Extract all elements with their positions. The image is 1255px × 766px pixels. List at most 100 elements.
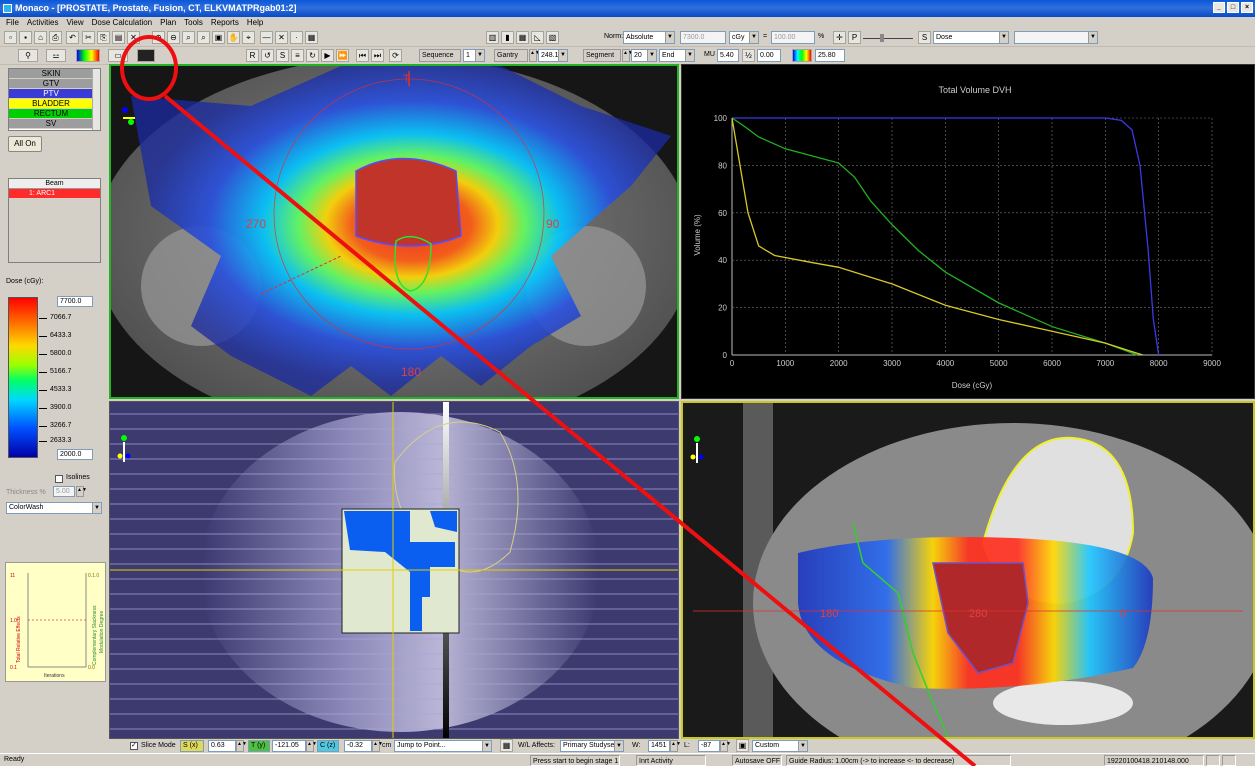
bars-icon[interactable]: ▮ (501, 31, 514, 44)
fit-icon[interactable]: ▣ (212, 31, 225, 44)
thickness-spinner[interactable]: ▲▼ (76, 486, 87, 497)
print-icon[interactable]: ⎙ (49, 31, 62, 44)
pan-icon[interactable]: ✋ (227, 31, 240, 44)
mu-input[interactable]: 5.40 (717, 49, 739, 62)
opacity-slider-thumb[interactable] (880, 34, 884, 42)
level-input[interactable]: -87 (698, 740, 720, 752)
gantry-select[interactable]: 248.1 ▼ (538, 49, 568, 62)
roi-skin[interactable]: SKIN (9, 69, 93, 79)
c-axis-spinner[interactable]: ▲▼ (372, 740, 383, 752)
roi-rectum[interactable]: RECTUM (9, 109, 93, 119)
roi-bladder[interactable]: BLADDER (9, 99, 93, 109)
measure-icon[interactable]: ⌖ (242, 31, 255, 44)
segment-select[interactable]: 20 ▼ (631, 49, 657, 62)
grid-tool-icon[interactable]: ▦ (305, 31, 318, 44)
report-icon[interactable]: ▧ (546, 31, 559, 44)
close-button[interactable]: × (1241, 2, 1253, 13)
roi-scrollbar[interactable] (92, 69, 100, 130)
new-icon[interactable]: ▫ (4, 31, 17, 44)
mu-extra-input[interactable]: 0.00 (757, 49, 781, 62)
mu-tool-icon[interactable]: ½ (742, 49, 755, 62)
menu-tools[interactable]: Tools (184, 18, 203, 27)
p-button[interactable]: P (848, 31, 861, 44)
point-tool-icon[interactable]: · (290, 31, 303, 44)
colorscale-icon[interactable] (792, 49, 812, 62)
beam-icon[interactable]: ▥ (486, 31, 499, 44)
colorwash-icon[interactable] (76, 49, 100, 62)
slice-mode-checkbox[interactable]: ✓ (130, 742, 138, 750)
wl-icon[interactable]: ▦ (500, 739, 513, 752)
all-on-button[interactable]: All On (8, 136, 42, 152)
s-axis-input[interactable]: 0.63 (208, 740, 236, 752)
open-icon[interactable]: ⌂ (34, 31, 47, 44)
bev-icon[interactable]: ▭ (108, 49, 128, 62)
delete-icon[interactable]: ✕ (127, 31, 140, 44)
cross-tool-icon[interactable]: ✕ (275, 31, 288, 44)
wl-affects-select[interactable]: Primary Studyset ▼ (560, 740, 624, 752)
beam-row-arc1[interactable]: 1: ARC1 (9, 189, 100, 198)
preset-icon[interactable]: ▣ (736, 739, 749, 752)
jump-to-point-select[interactable]: Jump to Point... ▼ (394, 740, 492, 752)
roi-gtv[interactable]: GTV (9, 79, 93, 89)
crosshair-icon[interactable]: ✛ (833, 31, 846, 44)
refresh-icon[interactable]: ⟳ (389, 49, 402, 62)
beams-eye-view[interactable] (109, 401, 679, 739)
beams-icon[interactable]: ⚍ (46, 49, 66, 62)
axial-view[interactable]: T 270 90 180 (109, 64, 679, 399)
norm-percent-input[interactable]: 100.00 (771, 31, 815, 44)
level-spinner[interactable]: ▲▼ (720, 740, 731, 752)
norm-select[interactable]: Absolute ▼ (623, 31, 675, 44)
end-select[interactable]: End ▼ (659, 49, 695, 62)
roi-sv[interactable]: SV (9, 119, 93, 129)
opacity-slider[interactable] (863, 38, 913, 39)
minimize-button[interactable]: _ (1213, 2, 1225, 13)
zoom-in-icon[interactable]: ⊕ (152, 31, 165, 44)
menu-file[interactable]: File (6, 18, 19, 27)
play-icon[interactable]: ▶ (321, 49, 334, 62)
menu-help[interactable]: Help (246, 18, 264, 27)
zoom-window-icon[interactable]: ⌕ (197, 31, 210, 44)
copy-icon[interactable]: ⎘ (97, 31, 110, 44)
s-axis-spinner[interactable]: ▲▼ (236, 740, 247, 752)
zoom-out-icon[interactable]: ⊖ (167, 31, 180, 44)
window-input[interactable]: 1451 (648, 740, 670, 752)
mlc-icon[interactable] (137, 49, 155, 62)
menu-view[interactable]: View (66, 18, 84, 27)
s-button[interactable]: S (918, 31, 931, 44)
gantry-spinner[interactable]: ▲▼ (529, 49, 540, 62)
maximize-button[interactable]: □ (1227, 2, 1239, 13)
render-mode-select[interactable]: ColorWash ▼ (6, 502, 102, 514)
segment-spinner[interactable]: ▲▼ (622, 49, 633, 62)
menu-activities[interactable]: Activities (26, 18, 59, 27)
menu-plan[interactable]: Plan (160, 18, 177, 27)
sagittal-view[interactable]: 180 0 280 (681, 401, 1255, 739)
thickness-input[interactable]: 5.00 (53, 486, 75, 497)
c-axis-input[interactable]: -0.32 (344, 740, 372, 752)
window-spinner[interactable]: ▲▼ (670, 740, 681, 752)
tree-icon[interactable]: ≡ (291, 49, 304, 62)
dose-unit-select[interactable]: cGy ▼ (729, 31, 759, 44)
menu-dose-calculation[interactable]: Dose Calculation (91, 18, 153, 27)
t-axis-input[interactable]: -121.05 (272, 740, 306, 752)
zoom-icon[interactable]: ⌕ (182, 31, 195, 44)
first-icon[interactable]: ⏮ (356, 49, 369, 62)
t-axis-spinner[interactable]: ▲▼ (306, 740, 317, 752)
save-icon[interactable]: ▪ (19, 31, 32, 44)
display-select[interactable]: Dose ▼ (933, 31, 1009, 44)
rotate-icon[interactable]: R (246, 49, 259, 62)
line-tool-icon[interactable]: — (260, 31, 273, 44)
dose-min-input[interactable]: 2000.0 (57, 449, 93, 460)
dose-max-input[interactable]: 7700.0 (57, 296, 93, 307)
norm-dose-input[interactable]: 7300.0 (680, 31, 726, 44)
table-icon[interactable]: ▦ (516, 31, 529, 44)
roi-ptv[interactable]: PTV (9, 89, 93, 99)
cbar-input[interactable]: 25.80 (815, 49, 845, 62)
menu-reports[interactable]: Reports (210, 18, 239, 27)
reset-icon[interactable]: ↺ (261, 49, 274, 62)
secondary-select[interactable]: ▼ (1014, 31, 1098, 44)
cut-icon[interactable]: ✂ (82, 31, 95, 44)
last-icon[interactable]: ⏭ (371, 49, 384, 62)
dvh-icon[interactable]: ◺ (531, 31, 544, 44)
fast-forward-icon[interactable]: ⏩ (336, 49, 349, 62)
wl-preset-select[interactable]: Custom ▼ (752, 740, 808, 752)
